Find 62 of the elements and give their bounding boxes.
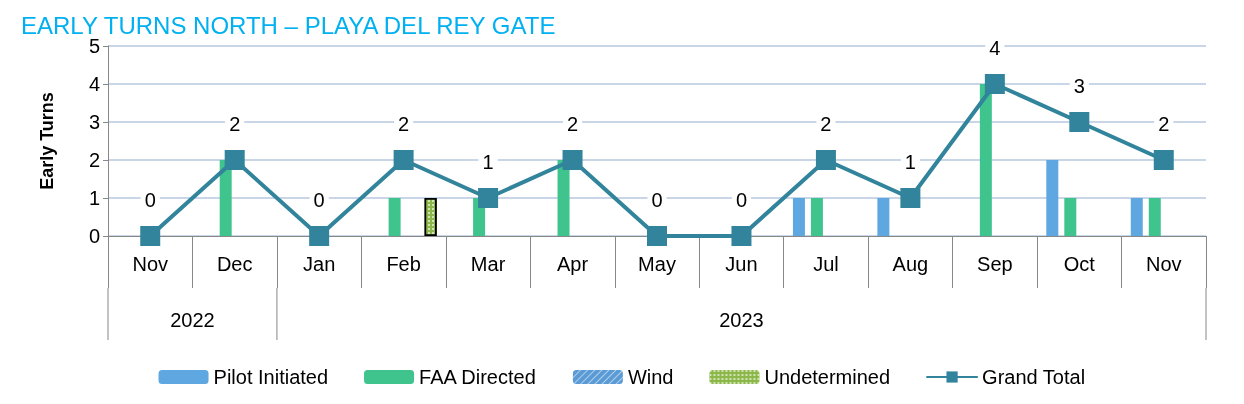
data-label: 2 [398,113,410,135]
data-label: 1 [904,151,916,173]
data-label: 1 [482,151,494,173]
x-tick-label: Jan [303,253,336,275]
y-tick-label: 2 [88,149,100,171]
y-tick-label: 0 [88,225,100,247]
x-tick-label: Dec [216,253,253,275]
bar [792,198,805,236]
legend-label: Undetermined [764,366,891,388]
point [900,188,921,208]
legend-label: Wind [627,366,674,388]
point [1153,150,1174,170]
data-label: 3 [1073,75,1085,97]
data-label: 0 [144,189,156,211]
point [224,150,245,170]
bar [557,160,570,236]
point [478,188,499,208]
bar [810,198,823,236]
bar [877,198,890,236]
x-tick-label: Jul [813,253,839,275]
y-tick-label: 4 [88,73,100,95]
point [815,150,836,170]
x-tick-label: Apr [556,253,589,275]
legend-label: Grand Total [982,366,1086,388]
bar [1064,198,1077,236]
data-label: 4 [989,37,1001,59]
point [647,226,667,246]
x-tick-label: Mar [470,253,506,275]
point [731,226,752,246]
x-tick-label: May [638,253,676,275]
data-label: 2 [229,113,241,135]
x-tick-label: Aug [892,253,929,275]
bar [1148,198,1161,236]
text: 2023 [719,309,764,331]
point [984,74,1005,94]
text: 2022 [170,309,215,331]
y-tick-label: 1 [88,187,100,209]
point [140,226,161,246]
x-tick-label: Jun [725,253,758,275]
y-axis-title: Early Turns [37,92,57,190]
bar [388,198,401,236]
point [562,150,583,170]
x-tick-label: Nov [1145,253,1182,275]
point [1069,112,1090,132]
x-tick-label: Oct [1063,253,1096,275]
data-label: 2 [1158,113,1170,135]
data-label: 0 [313,189,325,211]
data-label: 2 [820,113,832,135]
x-tick-label: Feb [386,253,421,275]
data-label: 2 [566,113,579,135]
x-tick-label: Sep [977,253,1013,275]
point [309,226,330,246]
point [393,150,414,170]
bar [1130,198,1143,236]
data-label: 0 [651,189,663,211]
legend-label: Pilot Initiated [213,366,329,388]
bar [1046,160,1059,236]
bar [979,84,992,236]
y-tick-label: 3 [88,111,100,133]
legend-label: FAA Directed [419,366,536,388]
x-tick-label: Nov [132,253,169,275]
data-label: 0 [735,189,748,211]
